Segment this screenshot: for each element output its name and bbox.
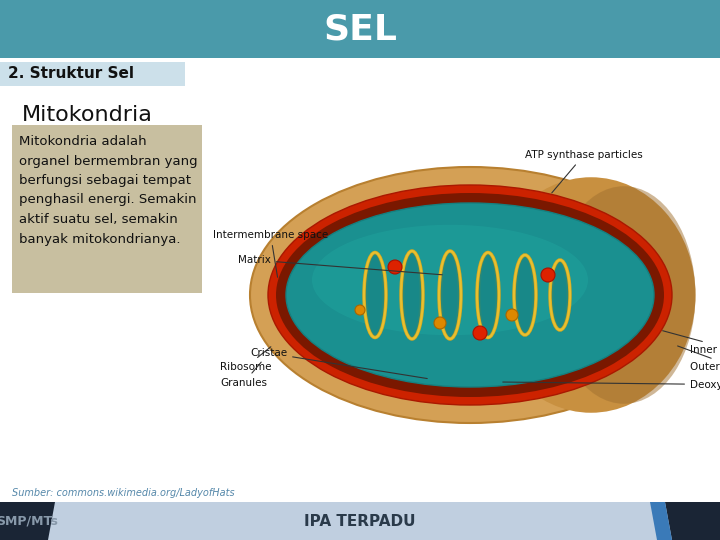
Text: Outer membrane: Outer membrane [678, 346, 720, 372]
Text: SEL: SEL [323, 12, 397, 46]
Bar [12, 125, 202, 293]
Text: IPA TERPADU: IPA TERPADU [305, 514, 415, 529]
Circle shape [388, 260, 402, 274]
Ellipse shape [480, 256, 495, 334]
Circle shape [541, 268, 555, 282]
Ellipse shape [518, 259, 533, 332]
Text: Ribosome: Ribosome [220, 347, 271, 372]
Text: Granules: Granules [220, 362, 267, 388]
Circle shape [473, 326, 487, 340]
Text: Sumber: commons.wikimedia.org/LadyofHats: Sumber: commons.wikimedia.org/LadyofHats [12, 488, 235, 498]
Ellipse shape [487, 177, 696, 413]
Polygon shape [665, 502, 720, 540]
Text: Intermembrane space: Intermembrane space [213, 230, 328, 277]
Ellipse shape [286, 203, 654, 387]
Ellipse shape [439, 251, 461, 339]
Ellipse shape [477, 253, 499, 338]
Ellipse shape [367, 256, 382, 334]
Polygon shape [650, 502, 672, 540]
Text: Mitokondria adalah
organel bermembran yang
berfungsi sebagai tempat
penghasil en: Mitokondria adalah organel bermembran ya… [19, 135, 197, 246]
Text: ATP synthase particles: ATP synthase particles [525, 150, 643, 193]
Bar [0, 62, 185, 86]
Text: Mitokondria: Mitokondria [22, 105, 153, 125]
Ellipse shape [276, 193, 664, 397]
Ellipse shape [554, 264, 567, 327]
Ellipse shape [364, 253, 386, 338]
Circle shape [355, 305, 365, 315]
Polygon shape [0, 502, 55, 540]
Ellipse shape [443, 254, 457, 335]
Bar [0, 502, 720, 540]
Ellipse shape [312, 225, 588, 335]
Ellipse shape [514, 255, 536, 335]
Text: Cristae: Cristae [250, 348, 427, 379]
Bar [0, 0, 720, 58]
Ellipse shape [268, 185, 672, 405]
Text: 2. Struktur Sel: 2. Struktur Sel [8, 66, 134, 82]
Circle shape [506, 309, 518, 321]
Ellipse shape [550, 260, 570, 330]
Text: SMP/MTs: SMP/MTs [0, 515, 58, 528]
Ellipse shape [401, 251, 423, 339]
Text: Deoxyribonucleic acid (DNA): Deoxyribonucleic acid (DNA) [503, 380, 720, 390]
Circle shape [434, 317, 446, 329]
Text: Matrix: Matrix [238, 255, 442, 275]
Ellipse shape [405, 254, 420, 335]
Text: Inner membrane: Inner membrane [662, 330, 720, 355]
Ellipse shape [552, 186, 696, 404]
Ellipse shape [250, 167, 690, 423]
